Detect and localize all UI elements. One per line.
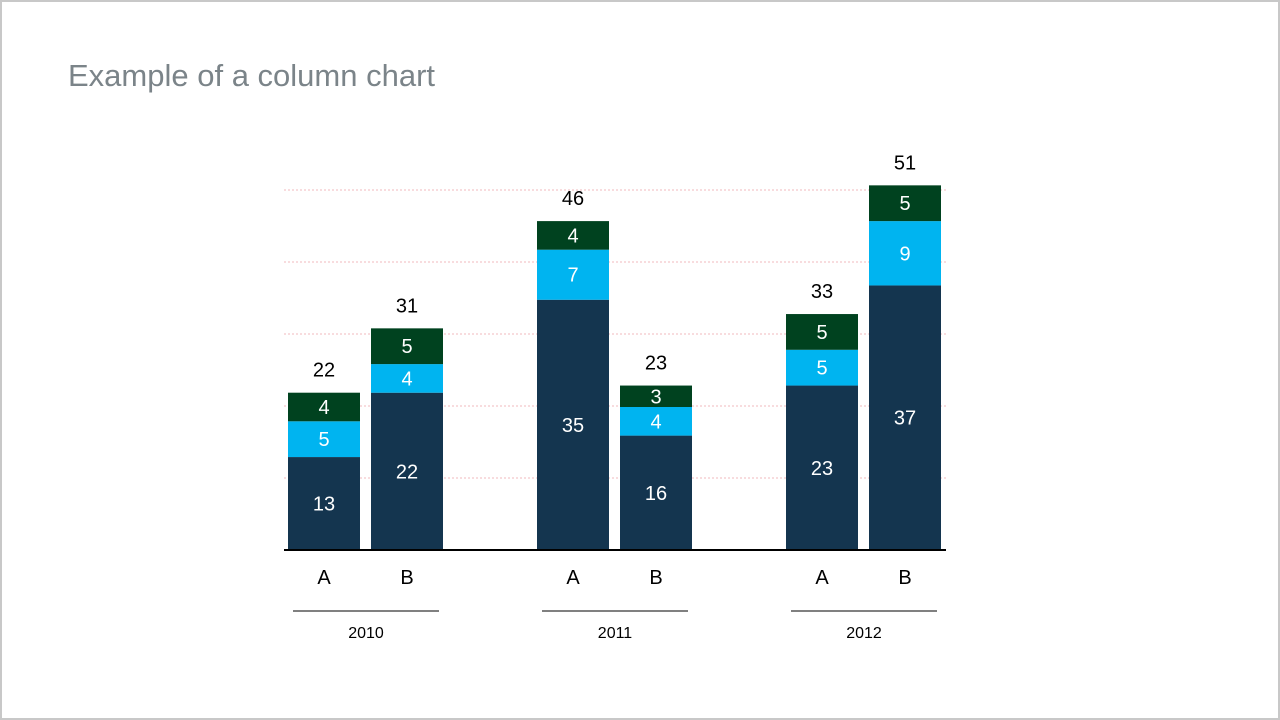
tick-label: A (566, 567, 580, 589)
page-title: Example of a column chart (68, 58, 436, 93)
bar-segment (620, 435, 692, 550)
data-label: 23 (811, 458, 833, 480)
data-label: 22 (396, 461, 418, 483)
tick-label: B (898, 567, 911, 589)
group-label: 2010 (348, 625, 384, 642)
data-label: 4 (650, 411, 661, 433)
data-label: 5 (401, 336, 412, 358)
bar-segment (620, 385, 692, 407)
bar-segment (786, 385, 858, 550)
bar-segment (786, 349, 858, 386)
group-label: 2012 (846, 625, 882, 642)
bar-segment (288, 392, 360, 422)
total-label: 51 (894, 152, 916, 174)
data-label: 5 (899, 193, 910, 215)
total-label: 22 (313, 360, 335, 382)
data-label: 4 (567, 225, 578, 247)
bar-segment (869, 185, 941, 222)
tick-label: B (400, 567, 413, 589)
data-label: 16 (645, 483, 667, 505)
total-label: 23 (645, 353, 667, 375)
data-label: 4 (318, 397, 329, 419)
bar-segment (620, 407, 692, 436)
bar-segment (537, 249, 609, 300)
data-label: 4 (401, 368, 412, 390)
bar-segment (288, 421, 360, 458)
bar-segment (537, 221, 609, 250)
total-label: 33 (811, 281, 833, 303)
data-label: 35 (562, 415, 584, 437)
total-label: 46 (562, 188, 584, 210)
data-label: 37 (894, 408, 916, 430)
tick-label: A (815, 567, 829, 589)
total-label: 31 (396, 295, 418, 317)
bar-segment (288, 457, 360, 550)
group-label: 2011 (598, 625, 633, 642)
data-label: 5 (318, 429, 329, 451)
bar-segment (537, 299, 609, 550)
bar-segment (869, 285, 941, 550)
bar-segment (371, 364, 443, 393)
tick-label: B (649, 567, 662, 589)
bar-segment (869, 221, 941, 286)
data-label: 7 (567, 265, 578, 287)
data-label: 13 (313, 494, 335, 516)
bar-segment (786, 314, 858, 350)
data-label: 5 (816, 322, 827, 344)
data-label: 5 (816, 358, 827, 380)
data-label: 3 (650, 386, 661, 408)
bar-segment (371, 328, 443, 365)
bar-segment (371, 392, 443, 550)
data-label: 9 (899, 243, 910, 265)
tick-label: A (317, 567, 331, 589)
